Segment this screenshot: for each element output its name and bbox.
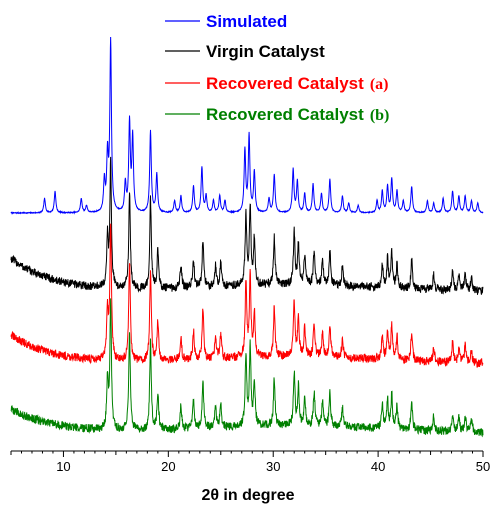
- x-axis-title: 2θ in degree: [201, 487, 294, 504]
- x-tick-label: 50: [476, 459, 490, 474]
- legend-label-1: Simulated: [206, 12, 287, 31]
- trace-1: [10, 36, 484, 215]
- x-tick-label: 10: [56, 459, 70, 474]
- x-tick-label: 40: [371, 459, 385, 474]
- legend: Simulated Virgin Catalyst Recovered Cataly…: [165, 12, 389, 124]
- legend-label-3: Recovered Catalyst (a): [206, 74, 388, 93]
- trace-2: [10, 156, 484, 295]
- x-tick-label: 30: [266, 459, 280, 474]
- legend-suffix-3: (a): [370, 76, 389, 93]
- trace-3: [10, 223, 484, 369]
- legend-label-2: Virgin Catalyst: [206, 42, 325, 61]
- legend-label-4: Recovered Catalyst (b): [206, 105, 389, 124]
- traces: [10, 36, 484, 438]
- x-axis: 10 20 30 40 50: [10, 450, 490, 474]
- trace-4: [10, 298, 484, 438]
- legend-suffix-4: (b): [370, 107, 390, 124]
- x-tick-label: 20: [161, 459, 175, 474]
